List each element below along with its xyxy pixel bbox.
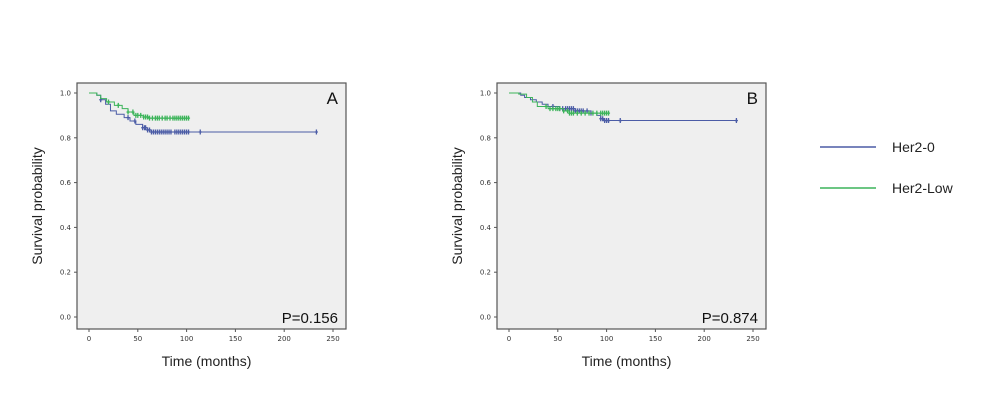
y-tick-label: 0.4 [480,224,492,232]
censor-mark [139,112,143,118]
y-tick-label: 0.8 [60,134,71,142]
censor-mark [146,114,150,120]
censor-mark [595,110,599,116]
censor-mark [548,106,552,112]
p-value: P=0.156 [282,310,338,327]
censor-mark [126,109,130,115]
y-tick-label: 0.8 [480,134,491,142]
censor-mark [544,103,548,109]
censor-mark [607,110,611,116]
y-tick-label: 1.0 [60,90,71,98]
y-tick-label: 0.0 [480,314,491,322]
censor-mark [587,110,591,116]
y-axis-label: Survival probability [29,147,45,265]
censor-mark [168,115,172,121]
censor-mark [144,125,148,131]
censor-mark [558,106,562,112]
censor-mark [150,115,154,121]
x-tick-label: 50 [133,335,142,343]
x-axis-label: Time (months) [162,353,252,369]
y-tick-label: 0.6 [60,179,72,187]
x-tick-label: 50 [553,335,562,343]
panel-label: B [747,89,758,108]
censor-mark [133,118,137,124]
plot-area [76,82,347,330]
censor-mark [126,115,130,121]
censor-mark [562,108,566,114]
censor-mark [571,106,575,112]
x-tick-label: 200 [278,335,291,343]
censor-mark [148,127,152,133]
x-tick-label: 100 [600,335,613,343]
censor-mark [107,99,111,105]
y-tick-label: 0.6 [480,179,492,187]
censor-mark [148,115,152,121]
x-tick-label: 250 [326,335,339,343]
y-tick-label: 0.0 [60,314,71,322]
censor-mark [116,102,120,108]
y-tick-label: 0.2 [480,269,491,277]
censor-mark [198,129,202,135]
censor-mark [591,110,595,116]
x-tick-label: 150 [649,335,662,343]
censor-mark [165,115,169,121]
censor-mark [157,115,161,121]
x-tick-label: 0 [87,335,91,343]
censor-mark [579,110,583,116]
x-tick-label: 100 [180,335,193,343]
y-tick-label: 0.2 [60,269,71,277]
censor-mark [571,110,575,116]
legend: Her2-0 Her2-Low [820,139,954,196]
y-tick-label: 1.0 [480,90,491,98]
p-value: P=0.874 [702,310,758,327]
panel-b: 0 50 100 150 200 250 0.0 0.2 0.4 0.6 0.8 1.0 Time (m… [449,82,767,369]
plot-area [496,82,767,330]
censor-mark [734,118,738,124]
censor-mark [607,118,611,124]
panel-a: 0 50 100 150 200 250 0.0 0.2 0.4 0.6 0.8 1.0 Time (m… [29,82,347,369]
y-tick-label: 0.4 [60,224,72,232]
x-tick-label: 200 [698,335,711,343]
censor-mark [585,108,589,114]
censor-mark [187,129,191,135]
x-axis-label: Time (months) [582,353,672,369]
censor-mark [583,110,587,116]
x-tick-label: 250 [746,335,759,343]
legend-label: Her2-Low [892,180,954,196]
legend-label: Her2-0 [892,139,935,155]
censor-mark [575,110,579,116]
censor-mark [551,106,555,112]
censor-mark [314,129,318,135]
censor-mark [187,115,191,121]
panel-label: A [327,89,339,108]
y-axis-label: Survival probability [449,147,465,265]
censor-mark [136,112,140,118]
x-tick-label: 0 [507,335,511,343]
censor-mark [581,108,585,114]
censor-mark [169,129,173,135]
censor-mark [601,116,605,122]
censor-mark [618,118,622,124]
censor-mark [160,115,164,121]
censor-mark [131,109,135,115]
censor-mark [566,108,570,114]
x-tick-label: 150 [229,335,242,343]
